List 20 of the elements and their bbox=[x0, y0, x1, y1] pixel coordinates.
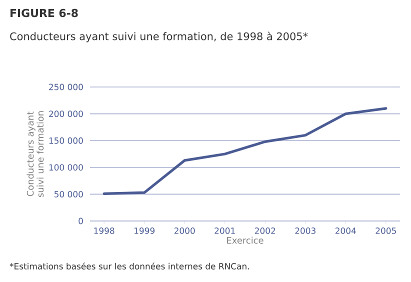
x-tick-label: 1998 bbox=[94, 228, 114, 234]
y-tick-label: 250 000 bbox=[49, 84, 83, 90]
y-tick-label: 150 000 bbox=[49, 137, 83, 144]
chart-title: FIGURE 6-8 bbox=[10, 8, 78, 18]
x-tick-label: 2005 bbox=[376, 228, 396, 234]
y-tick-label: 0 bbox=[78, 218, 83, 224]
y-tick-label: 200 000 bbox=[49, 110, 83, 118]
x-tick-label: 2000 bbox=[174, 228, 195, 234]
x-tick-label: 2003 bbox=[295, 228, 316, 234]
line-series bbox=[102, 107, 388, 195]
x-tick-label: 2004 bbox=[335, 228, 356, 234]
x-tick-label: 1999 bbox=[134, 228, 155, 234]
y-axis-title: Conducteurs ayant suivi une formation bbox=[26, 111, 44, 198]
y-tick-label: 100 000 bbox=[49, 164, 83, 171]
y-tick-label: 50 000 bbox=[54, 191, 83, 198]
x-tick-label: 2001 bbox=[214, 228, 235, 234]
chart-subtitle: Conducteurs ayant suivi une formation, de 1998 à 2005* bbox=[10, 32, 308, 42]
text: *Estimations basées sur les données internes de RNCan. bbox=[10, 262, 249, 270]
x-tick-label: 2002 bbox=[254, 228, 276, 234]
x-axis-title: Exercice bbox=[227, 236, 264, 244]
